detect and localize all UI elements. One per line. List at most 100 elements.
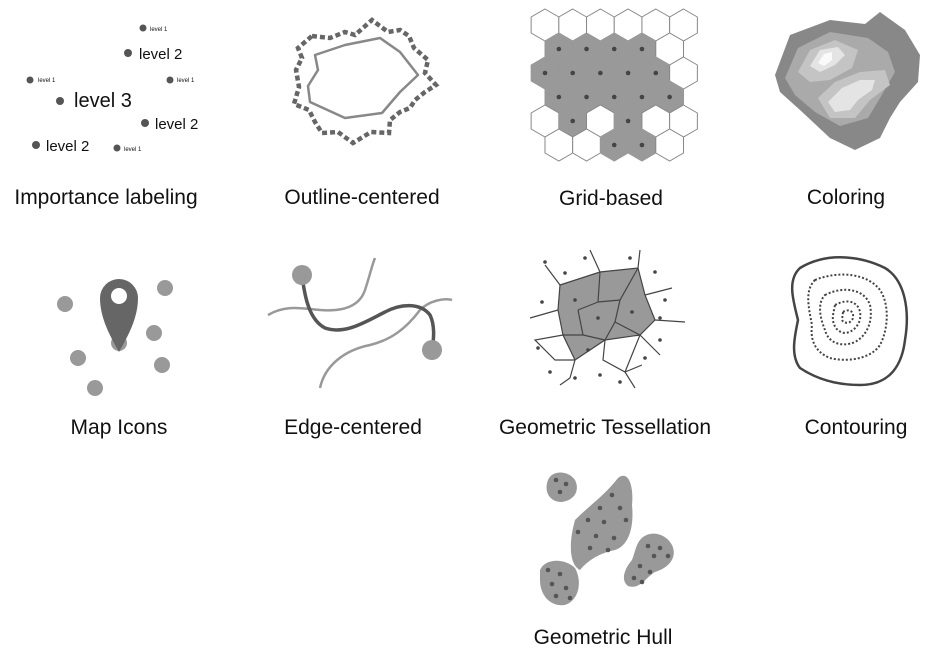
hull-point	[587, 545, 593, 551]
hull-point	[553, 477, 559, 483]
hull-point	[593, 533, 599, 539]
caption-edge-centered: Edge-centered	[284, 416, 422, 439]
hull-point	[645, 543, 651, 549]
tessellation-point	[573, 298, 577, 302]
caption-geometric-tessellation: Geometric Tessellation	[498, 416, 712, 439]
hull-point	[563, 481, 569, 487]
caption-contouring: Contouring	[804, 416, 908, 439]
tessellation-point	[663, 298, 667, 302]
tessellation-point	[658, 338, 662, 342]
label-level1: level 1	[150, 27, 168, 33]
map-pin-icon	[100, 279, 138, 352]
point-level2	[32, 141, 40, 149]
tessellation-point	[536, 346, 540, 350]
hull-point	[549, 581, 555, 587]
region-level5	[818, 52, 832, 66]
hull-point	[567, 595, 573, 601]
tessellation-point	[586, 348, 590, 352]
hull-point	[557, 571, 563, 577]
tessellation-point	[563, 271, 567, 275]
hex-point	[625, 118, 631, 124]
hull-point	[545, 567, 551, 573]
hex-point	[611, 46, 617, 52]
hull-point	[609, 492, 615, 498]
hull-point	[665, 553, 671, 559]
edge-background-2	[318, 298, 453, 389]
hull-point	[611, 535, 617, 541]
hull-shape	[623, 533, 674, 587]
tessellation-point	[618, 380, 622, 384]
map-point	[157, 280, 173, 296]
hex-point	[584, 46, 589, 52]
label-level1: level 1	[124, 147, 142, 153]
map-point	[146, 325, 162, 341]
point-level2	[124, 49, 132, 57]
tessellation-point	[596, 316, 600, 320]
point-level1	[113, 144, 121, 152]
voronoi-edge	[529, 249, 686, 389]
hull-point	[597, 505, 603, 511]
hull-point	[631, 575, 637, 581]
hex-grid	[530, 8, 698, 162]
point-level1	[26, 76, 34, 84]
outline-jagged-boundary	[291, 17, 440, 146]
edge-background-1	[267, 257, 377, 317]
caption-coloring: Coloring	[806, 186, 886, 209]
tessellation-point	[598, 373, 602, 377]
label-level3: level 3	[74, 90, 132, 112]
hull-shape	[570, 475, 633, 570]
point-level2	[141, 119, 149, 127]
point-level1	[166, 76, 174, 84]
caption-grid-based: Grid-based	[559, 187, 663, 210]
hull-shape	[540, 560, 579, 606]
hex-point	[667, 94, 672, 100]
map-pin-hole	[111, 288, 127, 304]
hex-point	[556, 94, 562, 100]
hex-point	[584, 94, 589, 100]
tessellation-point	[583, 256, 587, 260]
map-point	[154, 357, 170, 373]
hex-point	[639, 142, 645, 148]
tessellation-point	[543, 260, 547, 264]
contour-outer	[791, 256, 909, 387]
outline-inner-boundary	[306, 36, 420, 120]
map-point	[70, 350, 86, 366]
edge-highlighted	[300, 274, 436, 351]
hull-point	[557, 489, 563, 495]
hull-point	[651, 553, 657, 559]
voronoi-edge	[563, 267, 641, 341]
edge-endpoint	[292, 265, 312, 285]
label-level1: level 1	[38, 78, 56, 84]
region-level4-b	[828, 80, 875, 112]
hex-point	[556, 46, 562, 52]
hex-point	[542, 70, 548, 76]
tessellation-point	[630, 310, 634, 314]
hex-point	[639, 46, 645, 52]
hex-point	[570, 70, 575, 76]
tessellation-point	[658, 316, 662, 320]
point-level3	[56, 97, 64, 105]
tessellation-point	[573, 376, 577, 380]
hull-point	[605, 547, 611, 553]
hull-shape	[546, 472, 577, 502]
hull-point	[553, 593, 559, 599]
label-level2: level 2	[46, 138, 89, 155]
caption-outline-centered: Outline-centered	[284, 186, 440, 209]
tessellation-point	[628, 256, 632, 260]
hull-point	[585, 517, 591, 523]
hull-point	[563, 585, 569, 591]
label-level1: level 1	[177, 78, 195, 84]
hex-point	[570, 118, 575, 124]
label-level2: level 2	[139, 46, 182, 63]
hull-point	[637, 563, 643, 569]
point-level1	[139, 24, 147, 32]
